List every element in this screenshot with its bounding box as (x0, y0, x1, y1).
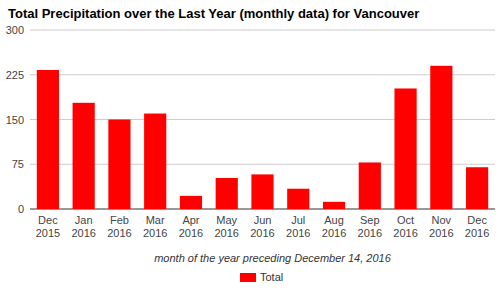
grid-line (30, 30, 495, 31)
y-tick-label: 0 (18, 203, 24, 215)
chart: Total Precipitation over the Last Year (… (0, 0, 503, 295)
x-axis-label: month of the year preceding December 14,… (154, 252, 392, 264)
y-tick-label: 300 (6, 24, 24, 36)
y-tick-label: 150 (6, 114, 24, 126)
x-tick-label: Sep2016 (358, 214, 382, 239)
grid-line (30, 164, 495, 165)
bar (394, 88, 416, 209)
x-tick-label: Jul2016 (286, 214, 310, 239)
bar (359, 162, 381, 209)
grid-line (30, 119, 495, 120)
bar (108, 120, 130, 210)
bar (466, 167, 488, 209)
x-tick-label: Apr2016 (179, 214, 203, 239)
bar (73, 103, 95, 209)
x-tick-label: Feb2016 (107, 214, 131, 239)
x-tick-label: Mar2016 (143, 214, 167, 239)
grid-line (30, 74, 495, 75)
x-tick-label: Oct2016 (393, 214, 417, 239)
legend-label: Total (260, 271, 283, 283)
bar (37, 70, 59, 209)
x-tick-label: Jan2016 (71, 214, 95, 239)
background (0, 0, 503, 295)
legend-swatch (240, 273, 256, 282)
x-tick-label: Dec2016 (465, 214, 489, 239)
bar (144, 114, 166, 209)
bars (37, 66, 488, 209)
y-tick-label: 225 (6, 69, 24, 81)
bar (430, 66, 452, 209)
x-tick-label: Dec2015 (36, 214, 60, 239)
bar (323, 202, 345, 209)
bar (216, 178, 238, 209)
x-tick-label: Aug2016 (322, 214, 346, 239)
y-tick-label: 75 (12, 158, 24, 170)
x-tick-label: Nov2016 (429, 214, 453, 239)
x-tick-label: May2016 (214, 214, 238, 239)
bar (180, 196, 202, 209)
x-tick-label: Jun2016 (250, 214, 274, 239)
bar (251, 174, 273, 209)
title: Total Precipitation over the Last Year (… (8, 6, 419, 21)
bar (287, 189, 309, 209)
